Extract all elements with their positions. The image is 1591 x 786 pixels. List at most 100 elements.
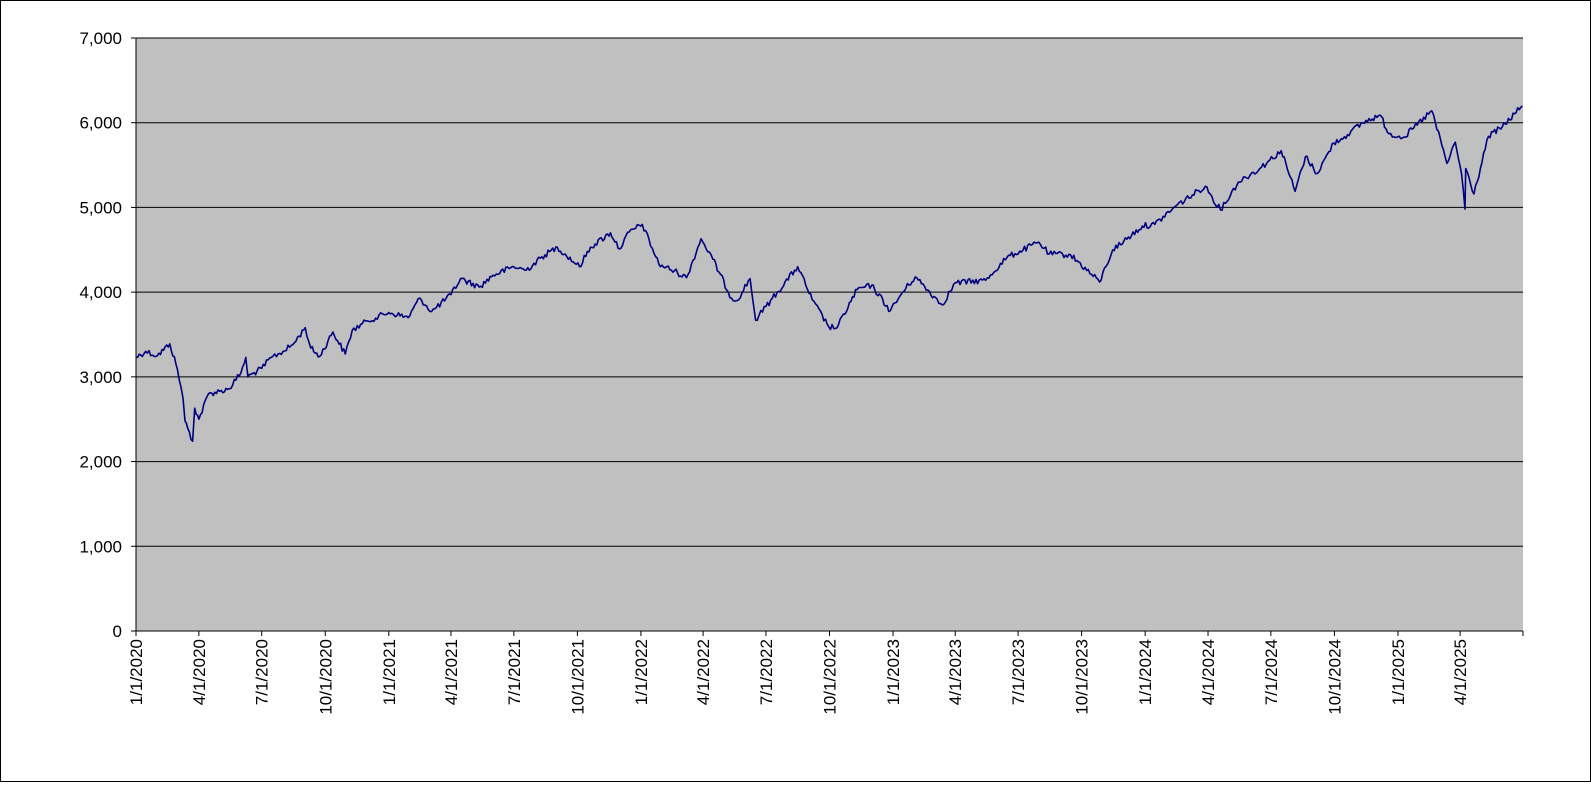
data-point [1205, 186, 1206, 187]
data-point [1488, 136, 1489, 137]
data-point [1431, 110, 1432, 111]
data-point [187, 428, 188, 429]
data-point [305, 327, 306, 328]
series-line [135, 105, 1523, 442]
x-tick-label: 7/1/2021 [505, 639, 524, 705]
y-tick-label: 6,000 [79, 114, 122, 133]
data-point [1176, 205, 1177, 206]
x-tick-label: 4/1/2020 [190, 639, 209, 705]
data-point [332, 331, 333, 332]
x-tick-label: 4/1/2024 [1199, 639, 1218, 705]
data-point [493, 275, 494, 276]
data-point [388, 312, 389, 313]
x-tick-label: 7/1/2022 [757, 639, 776, 705]
data-point [1362, 122, 1363, 123]
data-point [557, 247, 558, 248]
data-point [955, 282, 956, 283]
plot-area [136, 38, 1523, 631]
data-point [1154, 224, 1155, 225]
data-point [1259, 168, 1260, 169]
x-tick-label: 10/1/2022 [821, 639, 840, 715]
x-tick-label: 7/1/2020 [253, 639, 272, 705]
data-point [1220, 209, 1221, 210]
data-point [1294, 191, 1295, 192]
data-point [677, 272, 678, 273]
x-tick-label: 1/1/2025 [1389, 639, 1408, 705]
data-point [1404, 137, 1405, 138]
data-point [700, 238, 701, 239]
data-point [797, 266, 798, 267]
data-point [579, 266, 580, 267]
x-tick-label: 4/1/2025 [1451, 639, 1470, 705]
data-point [642, 224, 643, 225]
data-point [712, 259, 713, 260]
data-point [812, 299, 813, 300]
data-point [828, 326, 829, 327]
y-axis: 0 1,000 2,000 3,000 4,000 5,000 6,000 7,000 [79, 29, 137, 641]
data-point [460, 278, 461, 279]
data-point [177, 369, 178, 370]
y-tick-label: 7,000 [79, 29, 122, 48]
data-point [1070, 254, 1071, 255]
data-point [1123, 241, 1124, 242]
data-point [367, 320, 368, 321]
data-point [1006, 257, 1007, 258]
x-tick-label: 4/1/2023 [946, 639, 965, 705]
x-tick-label: 10/1/2023 [1073, 639, 1092, 715]
data-point [590, 247, 591, 248]
data-point [871, 285, 872, 286]
series-layer [135, 105, 1523, 442]
data-point [247, 376, 248, 377]
x-tick-label: 1/1/2022 [632, 639, 651, 705]
x-tick-label: 1/1/2020 [127, 639, 146, 705]
data-point [1099, 281, 1100, 282]
data-point [686, 277, 687, 278]
data-point [544, 254, 545, 255]
data-point [1049, 253, 1050, 254]
data-point [192, 441, 193, 442]
data-point [1455, 142, 1456, 143]
data-point [182, 397, 183, 398]
data-point [1142, 225, 1143, 226]
data-point [857, 289, 858, 290]
data-point [629, 231, 630, 232]
data-point [450, 294, 451, 295]
data-point [1347, 134, 1348, 135]
data-point [198, 419, 199, 420]
data-point [271, 357, 272, 358]
data-point [345, 353, 346, 354]
data-point [245, 357, 246, 358]
data-point [755, 319, 756, 320]
x-axis: 1/1/2020 4/1/2020 7/1/2020 10/1/2020 1/1/202… [127, 630, 1524, 715]
data-point [240, 372, 241, 373]
data-point [1461, 173, 1462, 174]
data-point [658, 264, 659, 265]
data-point [1333, 142, 1334, 143]
x-tick-label: 1/1/2023 [884, 639, 903, 705]
data-point [1473, 193, 1474, 194]
y-tick-label: 0 [113, 622, 122, 641]
y-tick-label: 5,000 [79, 198, 122, 217]
data-point [184, 420, 185, 421]
y-tick-label: 4,000 [79, 283, 122, 302]
data-point [1317, 173, 1318, 174]
x-tick-label: 4/1/2021 [442, 639, 461, 705]
x-tick-label: 1/1/2024 [1136, 639, 1155, 705]
data-point [890, 310, 891, 311]
y-tick-label: 3,000 [79, 368, 122, 387]
x-tick-label: 10/1/2024 [1325, 639, 1344, 715]
data-point [610, 232, 611, 233]
x-tick-label: 1/1/2021 [380, 639, 399, 705]
data-point [1446, 163, 1447, 164]
data-point [145, 351, 146, 352]
gridlines [136, 37, 1523, 547]
data-point [736, 300, 737, 301]
data-point [310, 347, 311, 348]
data-point [194, 408, 195, 409]
y-tick-label: 2,000 [79, 453, 122, 472]
x-tick-label: 7/1/2024 [1262, 639, 1281, 705]
data-point [1379, 114, 1380, 115]
data-point [619, 248, 620, 249]
